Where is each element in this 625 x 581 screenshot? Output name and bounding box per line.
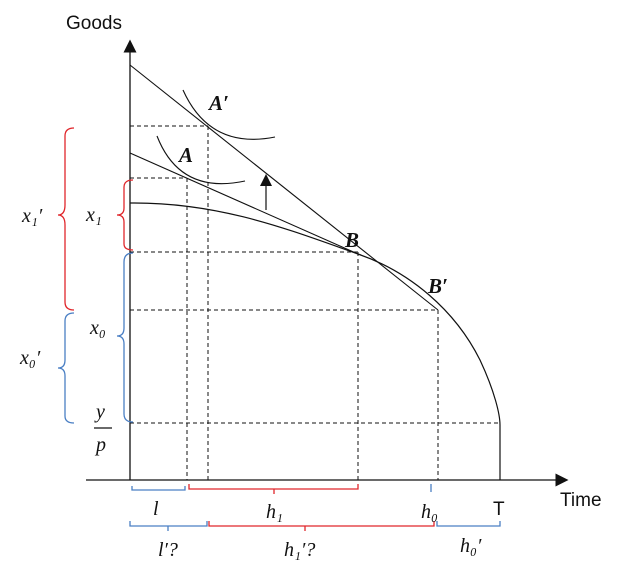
- point-label-b-prime: B′: [427, 274, 448, 298]
- brace-x0-prime: [57, 312, 75, 424]
- label-y-over-p-den: p: [94, 434, 106, 456]
- brace-x1-prime: [57, 127, 75, 311]
- frontier-curve: [129, 202, 501, 480]
- indifference-curve-upper: [182, 89, 276, 140]
- budget-line-lower: [129, 152, 359, 255]
- point-label-b: B: [344, 228, 359, 252]
- dashed-guides: [130, 125, 500, 480]
- bracket-h1: [188, 484, 359, 494]
- label-l-prime-q: l′?: [158, 539, 178, 561]
- bracket-l: [131, 486, 186, 491]
- budget-line-upper: [129, 64, 439, 311]
- bracket-l-prime: [129, 521, 208, 531]
- label-t: T: [493, 499, 505, 520]
- point-label-a-prime: A′: [207, 91, 229, 115]
- label-x0-prime: x₀′: [19, 347, 41, 369]
- bracket-h0-prime: [436, 521, 501, 527]
- y-axis-label: Goods: [66, 13, 122, 34]
- brace-x1: [116, 179, 134, 251]
- bracket-h1-prime: [208, 521, 435, 531]
- label-x0: x₀: [89, 317, 106, 339]
- label-h1-prime-q: h₁′?: [284, 539, 315, 561]
- indifference-curve-lower: [156, 135, 246, 185]
- label-x1-prime: x₁′: [21, 205, 43, 227]
- point-label-a: A: [177, 143, 193, 167]
- label-h0-prime: h₀′: [460, 535, 482, 557]
- label-x1: x₁: [85, 204, 102, 226]
- label-l: l: [153, 498, 159, 520]
- label-h0: h₀: [421, 501, 438, 523]
- label-h1: h₁: [266, 501, 283, 523]
- x-axis-label: Time: [560, 490, 602, 511]
- brace-x0: [116, 252, 134, 423]
- label-y-over-p-num: y: [94, 401, 105, 423]
